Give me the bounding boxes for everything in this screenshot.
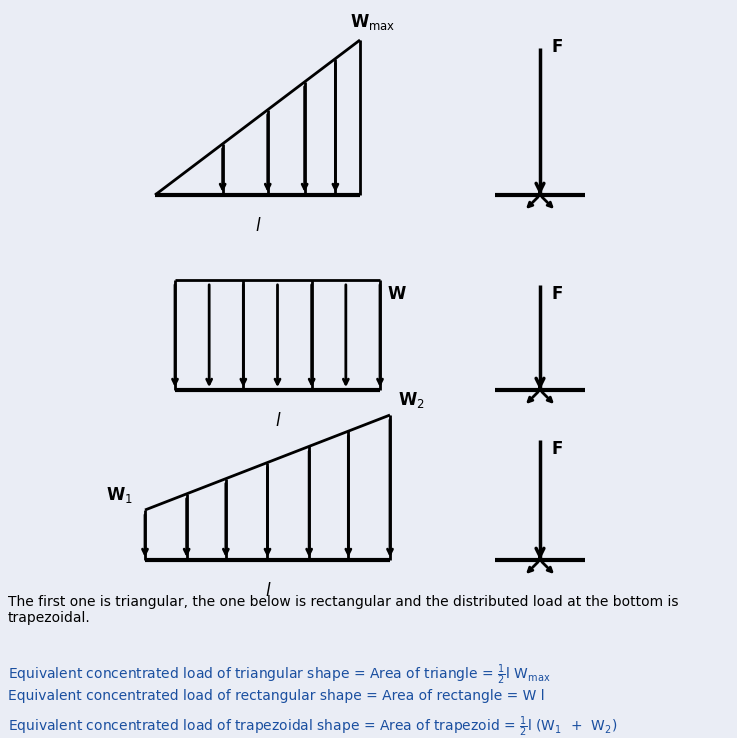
Text: Equivalent concentrated load of rectangular shape = Area of rectangle = W l: Equivalent concentrated load of rectangu…	[8, 689, 545, 703]
Text: F: F	[552, 38, 563, 56]
Text: F: F	[552, 285, 563, 303]
Text: F: F	[552, 440, 563, 458]
Text: Equivalent concentrated load of triangular shape = Area of triangle = $\frac{1}{: Equivalent concentrated load of triangul…	[8, 663, 551, 687]
Text: l: l	[255, 217, 260, 235]
Text: W$_2$: W$_2$	[398, 390, 425, 410]
Text: Equivalent concentrated load of trapezoidal shape = Area of trapezoid = $\frac{1: Equivalent concentrated load of trapezoi…	[8, 715, 618, 738]
Text: W: W	[388, 285, 406, 303]
Text: The first one is triangular, the one below is rectangular and the distributed lo: The first one is triangular, the one bel…	[8, 595, 679, 625]
Text: W$_{\mathrm{max}}$: W$_{\mathrm{max}}$	[350, 12, 396, 32]
Text: W$_1$: W$_1$	[106, 485, 133, 505]
Text: l: l	[275, 412, 280, 430]
Text: l: l	[265, 582, 270, 600]
